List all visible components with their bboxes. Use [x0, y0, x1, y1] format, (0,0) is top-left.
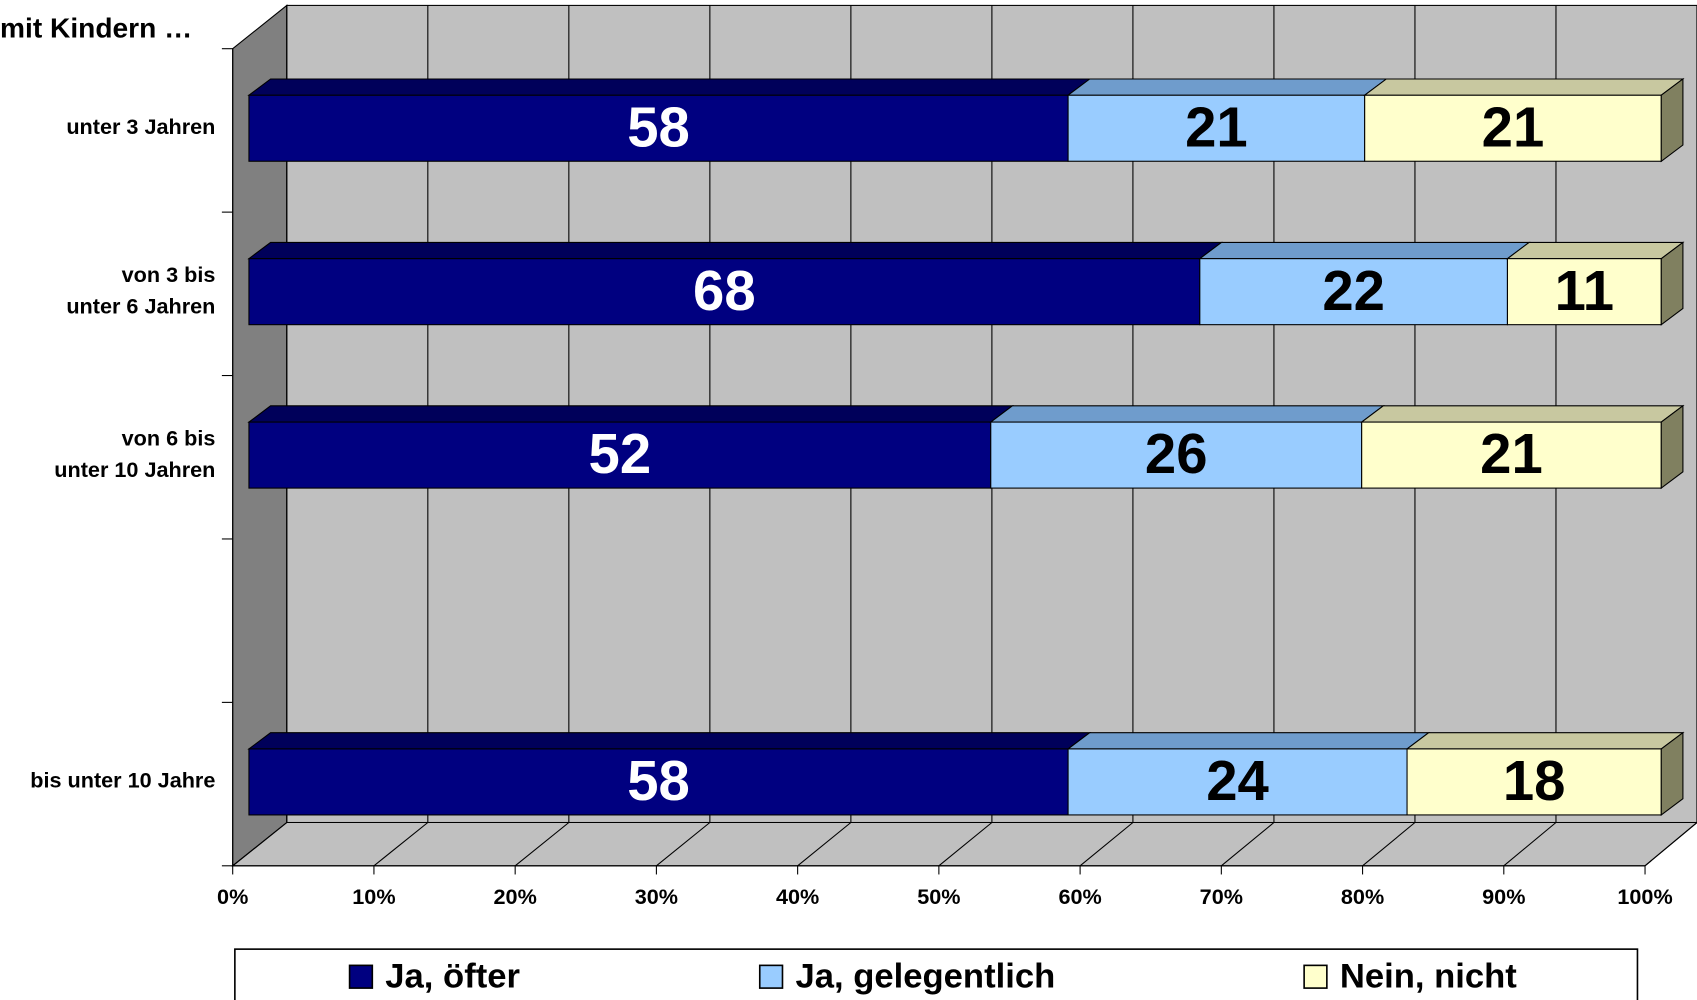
bar-top — [1066, 732, 1431, 750]
floor-grid-line — [232, 822, 288, 867]
chart-title: mit Kindern … — [0, 13, 192, 44]
floor-grid-line — [1079, 822, 1134, 867]
bar-top — [247, 241, 1224, 260]
x-tick-label: 20% — [494, 884, 537, 909]
bar-top — [1066, 78, 1388, 96]
data-label: 18 — [1503, 749, 1566, 812]
bar — [248, 94, 1069, 162]
data-label: 26 — [1145, 422, 1208, 485]
floor-grid-line — [797, 822, 852, 867]
bar — [1361, 421, 1662, 489]
data-label: 24 — [1206, 749, 1269, 812]
data-label: 21 — [1480, 422, 1543, 485]
bar-side — [1660, 241, 1684, 326]
floor-grid-line — [373, 822, 429, 867]
legend-swatch — [1303, 964, 1328, 989]
bar — [248, 421, 992, 489]
data-label: 58 — [627, 749, 690, 812]
y-tick-label: bis unter 10 Jahre — [30, 768, 215, 793]
bar-side — [1660, 731, 1684, 817]
bar-top — [247, 732, 1092, 750]
legend-label: Ja, gelegentlich — [795, 957, 1055, 995]
bar-top — [247, 405, 1015, 423]
x-tick-label: 40% — [776, 884, 819, 909]
x-tick-label: 60% — [1058, 884, 1101, 909]
data-label: 11 — [1555, 259, 1614, 322]
bar — [1506, 258, 1662, 326]
floor-grid-line — [656, 822, 711, 867]
legend-swatch — [758, 964, 784, 989]
bar-top — [1363, 78, 1685, 96]
bar-side — [1660, 77, 1684, 163]
data-label: 21 — [1185, 95, 1248, 158]
bar-top — [1505, 241, 1685, 260]
data-label: 52 — [589, 422, 652, 485]
bar-top — [1360, 405, 1685, 423]
bar — [1364, 94, 1662, 162]
bar-top — [989, 405, 1385, 423]
floor-grid-line — [514, 822, 570, 867]
bar-top — [247, 78, 1092, 96]
legend-label: Nein, nicht — [1340, 957, 1517, 995]
bar — [248, 258, 1201, 326]
bar-top — [1405, 732, 1685, 750]
bar-top — [1198, 241, 1531, 260]
bar — [990, 421, 1363, 489]
floor-grid-line — [1503, 822, 1557, 867]
floor-grid-line — [1220, 822, 1275, 867]
x-tick-label: 90% — [1482, 884, 1525, 909]
legend-swatch — [348, 964, 374, 989]
bar — [1199, 258, 1508, 326]
data-label: 68 — [693, 259, 756, 322]
bar — [248, 748, 1069, 816]
data-label: 22 — [1322, 259, 1385, 322]
data-label: 58 — [627, 95, 690, 158]
floor-grid-line — [1644, 822, 1697, 867]
x-tick-label: 0% — [217, 884, 248, 909]
legend-label: Ja, öfter — [385, 957, 520, 995]
legend-box — [234, 948, 1639, 1000]
x-tick-label: 10% — [352, 884, 395, 909]
floor-grid-line — [1362, 822, 1416, 867]
x-tick-label: 30% — [635, 884, 678, 909]
y-tick-label: von 6 bis unter 10 Jahren — [54, 425, 215, 481]
bar — [1067, 94, 1366, 162]
bar — [1406, 748, 1662, 816]
x-tick-label: 80% — [1341, 884, 1384, 909]
y-tick-label: von 3 bis unter 6 Jahren — [66, 262, 215, 318]
x-tick-label: 100% — [1617, 884, 1672, 909]
x-tick-label: 50% — [917, 884, 960, 909]
y-tick-label: unter 3 Jahren — [66, 114, 215, 139]
data-label: 21 — [1482, 95, 1545, 158]
x-tick-label: 70% — [1200, 884, 1243, 909]
bar-side — [1660, 404, 1684, 490]
floor-grid-line — [938, 822, 993, 867]
